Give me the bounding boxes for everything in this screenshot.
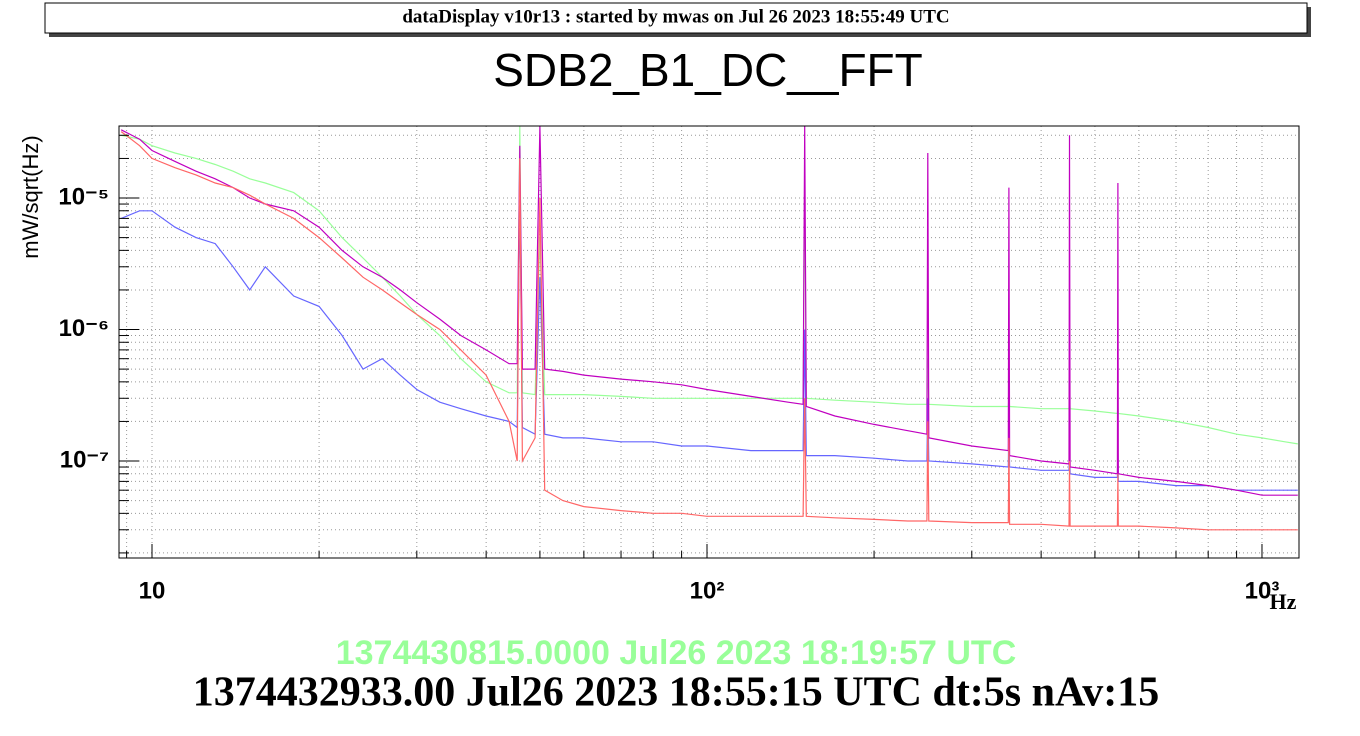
y-tick-label: 10⁻⁵ bbox=[58, 183, 109, 210]
x-tick-label: 10 bbox=[139, 577, 166, 604]
y-axis-label: mW/sqrt(Hz) bbox=[18, 135, 43, 258]
footer-line1: 1374430815.0000 Jul26 2023 18:19:57 UTC bbox=[336, 634, 1017, 672]
footer-line2: 1374432933.00 Jul26 2023 18:55:15 UTC dt… bbox=[193, 670, 1159, 716]
grid bbox=[119, 126, 1299, 558]
series-line bbox=[120, 197, 1298, 491]
plot-lines bbox=[120, 126, 1298, 531]
series-line bbox=[120, 126, 1298, 496]
header: dataDisplay v10r13 : started by mwas on … bbox=[402, 6, 949, 27]
x-tick-label: 10³ bbox=[1245, 577, 1280, 604]
y-tick-label: 10⁻⁷ bbox=[60, 446, 109, 473]
series-line bbox=[121, 126, 1298, 445]
header-box bbox=[44, 2, 1308, 34]
y-tick-label: 10⁻⁶ bbox=[59, 315, 109, 342]
axes: 10 10² 10³ 10⁻⁷ 10⁻⁶ 10⁻⁵ bbox=[58, 134, 1280, 604]
chart-title: SDB2_B1_DC__FFT bbox=[493, 44, 923, 96]
series-line bbox=[120, 131, 1298, 531]
x-axis-label: Hz bbox=[1270, 589, 1297, 614]
x-tick-label: 10² bbox=[690, 577, 725, 604]
